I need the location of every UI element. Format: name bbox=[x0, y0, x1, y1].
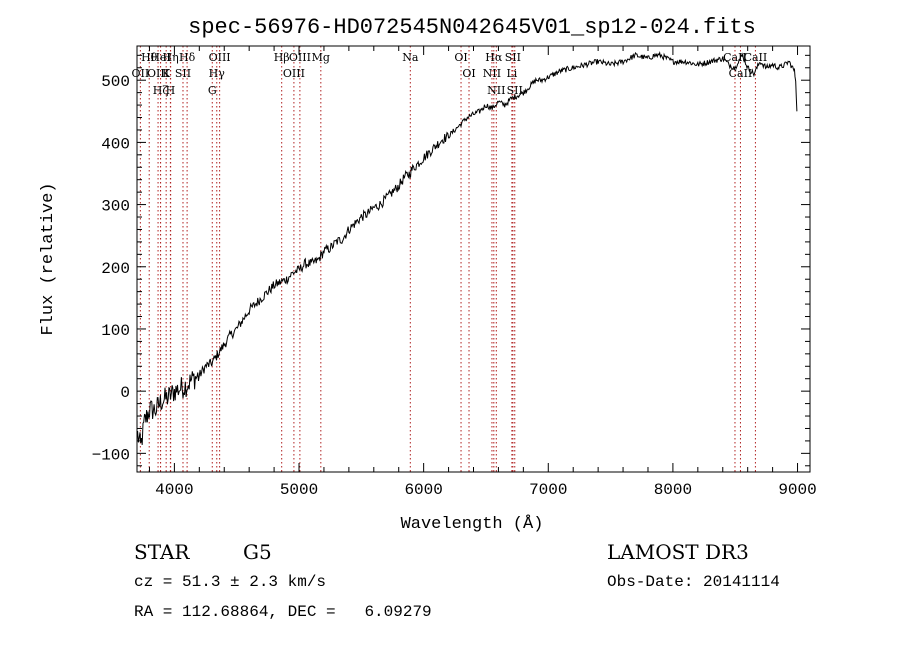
y-tick-label: 300 bbox=[101, 198, 130, 216]
spectral-line-label: SII bbox=[175, 67, 191, 80]
spectral-line-label: OI bbox=[454, 51, 467, 64]
y-tick-label: 100 bbox=[101, 322, 130, 340]
x-tick-label: 6000 bbox=[404, 481, 442, 499]
spectral-line-label: OIII bbox=[209, 51, 231, 64]
spectral-line-label: G bbox=[208, 84, 217, 97]
y-tick-label: 400 bbox=[101, 135, 130, 153]
spectral-line-label: Hδ bbox=[179, 51, 196, 64]
spectral-line-label: SII bbox=[507, 84, 523, 97]
spectral-line-label: OI bbox=[462, 67, 475, 80]
x-tick-label: 7000 bbox=[529, 481, 567, 499]
y-tick-label: 200 bbox=[101, 260, 130, 278]
spectral-line-label: CaII bbox=[729, 67, 753, 80]
redshift-text: cz = 51.3 ± 2.3 km/s bbox=[134, 573, 327, 591]
x-tick-label: 4000 bbox=[155, 481, 193, 499]
spectral-line-label: OII bbox=[132, 67, 150, 80]
x-axis-ticks: 4000 5000 6000 7000 8000 9000 bbox=[148, 46, 817, 499]
x-tick-label: 8000 bbox=[654, 481, 692, 499]
spectral-line-label: Hβ bbox=[274, 51, 290, 64]
spectral-line-label: Hθ bbox=[141, 51, 158, 64]
spectral-line-label: OIII bbox=[289, 51, 311, 64]
spectral-line-label: HeI bbox=[150, 51, 170, 64]
y-tick-label: −100 bbox=[92, 446, 130, 464]
spectral-line-label: Na bbox=[402, 51, 419, 64]
spectral-line-label: SII bbox=[505, 51, 521, 64]
spectral-line-markers bbox=[139, 46, 756, 472]
x-tick-label: 5000 bbox=[280, 481, 318, 499]
coordinates-text: RA = 112.68864, DEC = 6.09279 bbox=[134, 603, 432, 621]
y-axis-ticks: −100 0 100 200 300 400 500 bbox=[92, 54, 810, 467]
spectral-line-label: Hζ bbox=[153, 84, 169, 97]
object-subclass: G5 bbox=[243, 540, 272, 564]
spectral-line-label: CaII bbox=[723, 51, 747, 64]
spectral-line-label: OIII bbox=[283, 67, 305, 80]
object-class: STAR bbox=[134, 540, 190, 564]
x-axis-label: Wavelength (Å) bbox=[401, 515, 544, 534]
plot-frame bbox=[136, 45, 811, 473]
spectral-line-label: OIII bbox=[147, 67, 169, 80]
survey-name: LAMOST DR3 bbox=[607, 540, 749, 564]
spectral-line-label: CaII bbox=[744, 51, 768, 64]
y-tick-label: 0 bbox=[120, 384, 130, 402]
chart-title: spec-56976-HD072545N042645V01_sp12-024.f… bbox=[188, 15, 756, 40]
spectral-line-label: Hη bbox=[163, 51, 179, 64]
spectral-line-label: NII bbox=[483, 67, 501, 80]
spectral-line-label: Li bbox=[506, 67, 517, 80]
spectral-line-label: H bbox=[166, 84, 176, 97]
spectral-line-label: Mg bbox=[312, 51, 330, 64]
obs-date-text: Obs-Date: 20141114 bbox=[607, 573, 780, 591]
spectral-line-label: Hα bbox=[485, 51, 503, 64]
spectral-line-label: K bbox=[162, 67, 171, 80]
spectral-line-label: NII bbox=[487, 84, 505, 97]
spectrum-line bbox=[137, 50, 798, 445]
y-axis-label: Flux (relative) bbox=[39, 182, 58, 335]
spectral-line-label: Hγ bbox=[209, 67, 226, 80]
x-tick-label: 9000 bbox=[778, 481, 816, 499]
spectrum-series bbox=[137, 50, 798, 445]
y-tick-label: 500 bbox=[101, 73, 130, 91]
